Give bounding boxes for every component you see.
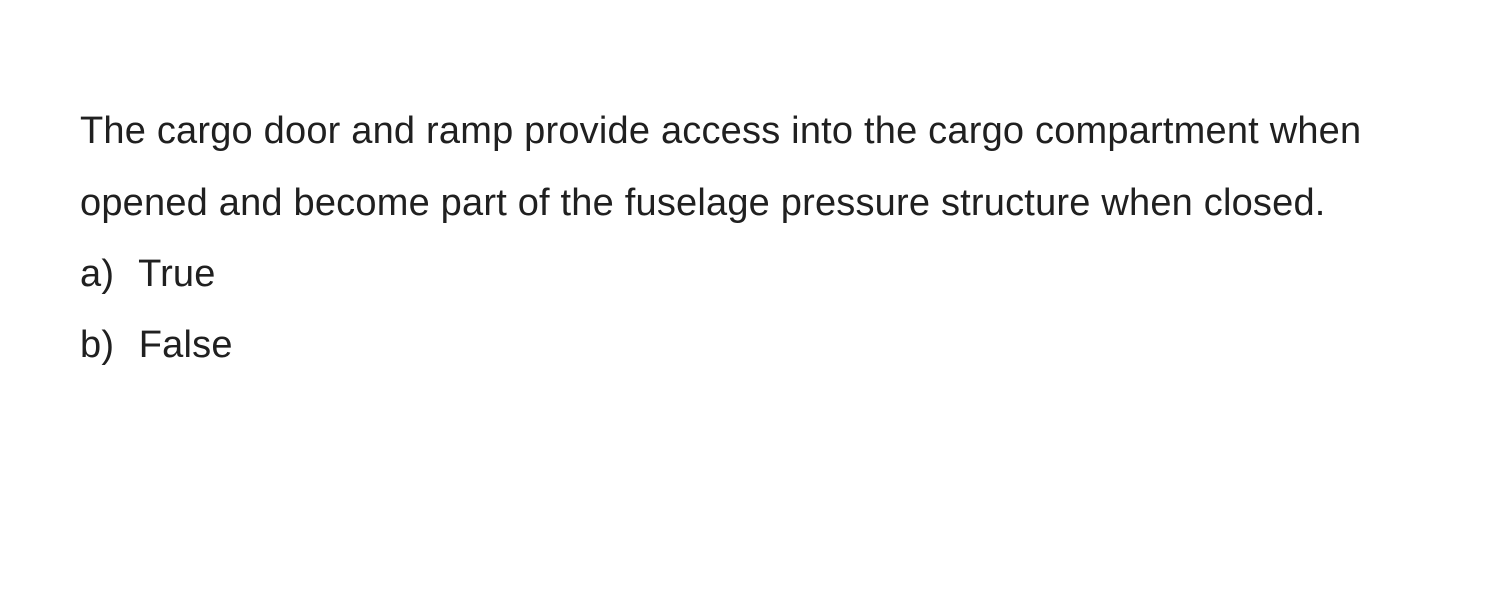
option-value-b: False	[139, 324, 233, 366]
option-row: a) True	[80, 239, 1420, 309]
option-row: b) False	[80, 310, 1420, 380]
option-label-b: b)	[80, 310, 128, 380]
question-stem: The cargo door and ramp provide access i…	[80, 95, 1420, 239]
option-label-a: a)	[80, 239, 128, 309]
option-value-a: True	[138, 253, 216, 295]
